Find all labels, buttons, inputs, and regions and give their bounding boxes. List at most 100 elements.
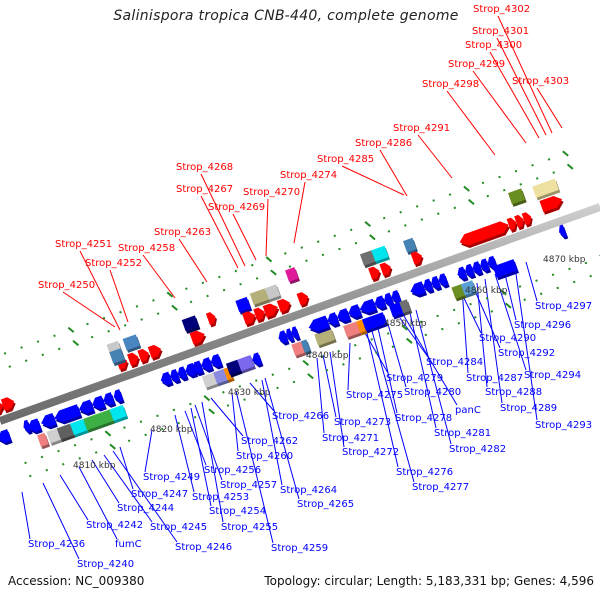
forward-gene[interactable] bbox=[189, 330, 207, 348]
gene-body[interactable] bbox=[191, 360, 204, 374]
gene-label-reverse[interactable]: Strop_4287 bbox=[466, 373, 523, 384]
gene-body[interactable] bbox=[459, 225, 494, 246]
gene-body[interactable] bbox=[399, 299, 411, 314]
gene-body[interactable] bbox=[361, 312, 387, 331]
gene-label-reverse[interactable]: Strop_4244 bbox=[117, 503, 174, 514]
gene-body[interactable] bbox=[403, 237, 417, 253]
gene-body[interactable] bbox=[451, 284, 465, 299]
gene-body[interactable] bbox=[327, 312, 339, 326]
gene-label-reverse[interactable]: Strop_4277 bbox=[412, 482, 469, 493]
gene-body[interactable] bbox=[539, 195, 563, 213]
gene-body[interactable] bbox=[249, 288, 269, 306]
gene-label-reverse[interactable]: Strop_4256 bbox=[204, 465, 261, 476]
gene-label-reverse[interactable]: Strop_4254 bbox=[209, 506, 266, 517]
gene-body[interactable] bbox=[92, 395, 106, 410]
gene-label-reverse[interactable]: Strop_4290 bbox=[479, 333, 536, 344]
gene-label-forward[interactable]: Strop_4299 bbox=[448, 59, 505, 70]
gene-body[interactable] bbox=[113, 389, 124, 402]
gene-label-reverse[interactable]: Strop_4284 bbox=[426, 357, 483, 368]
reverse-gene[interactable] bbox=[113, 389, 125, 405]
reverse-gene[interactable] bbox=[343, 321, 362, 341]
gene-body[interactable] bbox=[0, 401, 4, 415]
reverse-gene[interactable] bbox=[431, 275, 443, 292]
gene-label-reverse[interactable]: Strop_4271 bbox=[322, 433, 379, 444]
gene-body[interactable] bbox=[532, 178, 559, 198]
gene-body[interactable] bbox=[27, 418, 42, 432]
gene-body[interactable] bbox=[492, 259, 518, 278]
gene-body[interactable] bbox=[235, 296, 251, 313]
gene-body[interactable] bbox=[343, 321, 361, 338]
reverse-gene[interactable] bbox=[361, 312, 389, 334]
reverse-gene[interactable] bbox=[191, 360, 205, 377]
gene-body[interactable] bbox=[368, 266, 380, 280]
gene-label-reverse[interactable]: Strop_4288 bbox=[485, 387, 542, 398]
gene-label-reverse[interactable]: Strop_4257 bbox=[220, 480, 277, 491]
gene-body[interactable] bbox=[252, 352, 262, 366]
forward-gene[interactable] bbox=[532, 178, 561, 201]
reverse-gene[interactable] bbox=[423, 278, 435, 294]
gene-body[interactable] bbox=[181, 315, 199, 332]
gene-body[interactable] bbox=[285, 267, 299, 282]
reverse-gene[interactable] bbox=[201, 372, 219, 391]
reverse-gene[interactable] bbox=[0, 429, 13, 446]
reverse-gene[interactable] bbox=[374, 295, 388, 312]
gene-body[interactable] bbox=[296, 292, 309, 306]
gene-body[interactable] bbox=[54, 404, 81, 422]
reverse-gene[interactable] bbox=[109, 404, 129, 424]
gene-body[interactable] bbox=[170, 368, 180, 382]
reverse-gene[interactable] bbox=[348, 304, 364, 321]
gene-body[interactable] bbox=[359, 250, 376, 266]
reverse-gene[interactable] bbox=[160, 371, 174, 388]
gene-label-forward[interactable]: Strop_4301 bbox=[472, 26, 529, 37]
gene-body[interactable] bbox=[374, 295, 387, 309]
gene-body[interactable] bbox=[480, 258, 490, 272]
forward-gene[interactable] bbox=[262, 303, 280, 320]
reverse-gene[interactable] bbox=[56, 423, 76, 443]
gene-body[interactable] bbox=[472, 261, 483, 274]
gene-body[interactable] bbox=[336, 308, 351, 322]
forward-gene[interactable] bbox=[0, 397, 16, 414]
gene-body[interactable] bbox=[521, 212, 532, 226]
reverse-gene[interactable] bbox=[460, 280, 478, 299]
gene-label-forward[interactable]: Strop_4269 bbox=[208, 202, 265, 213]
gene-label-reverse[interactable]: Strop_4297 bbox=[535, 301, 592, 312]
reverse-gene[interactable] bbox=[327, 312, 341, 328]
forward-gene[interactable] bbox=[410, 251, 424, 268]
forward-gene[interactable] bbox=[276, 298, 292, 315]
reverse-gene[interactable] bbox=[492, 259, 519, 281]
gene-label-reverse[interactable]: Strop_4289 bbox=[500, 403, 557, 414]
forward-gene[interactable] bbox=[368, 266, 382, 283]
reverse-gene[interactable] bbox=[69, 418, 89, 438]
gene-body[interactable] bbox=[264, 284, 281, 300]
gene-label-reverse[interactable]: Strop_4278 bbox=[395, 413, 452, 424]
reverse-gene[interactable] bbox=[237, 355, 256, 374]
gene-label-reverse[interactable]: Strop_4249 bbox=[143, 472, 200, 483]
gene-body[interactable] bbox=[137, 348, 149, 363]
forward-gene[interactable] bbox=[514, 214, 526, 231]
gene-label-reverse[interactable]: Strop_4292 bbox=[498, 348, 555, 359]
reverse-gene[interactable] bbox=[78, 399, 96, 416]
forward-gene[interactable] bbox=[359, 250, 377, 269]
gene-label-reverse[interactable]: Strop_4266 bbox=[272, 411, 329, 422]
gene-label-forward[interactable]: Strop_4267 bbox=[176, 184, 233, 195]
reverse-gene[interactable] bbox=[300, 339, 312, 356]
forward-gene[interactable] bbox=[235, 296, 253, 315]
reverse-gene[interactable] bbox=[410, 281, 428, 298]
gene-label-reverse[interactable]: Strop_4242 bbox=[86, 520, 143, 531]
gene-label-forward[interactable]: Strop_4286 bbox=[355, 138, 412, 149]
gene-body[interactable] bbox=[177, 366, 188, 380]
forward-gene[interactable] bbox=[489, 221, 511, 239]
reverse-gene[interactable] bbox=[336, 308, 352, 325]
reverse-gene[interactable] bbox=[278, 330, 290, 346]
forward-gene[interactable] bbox=[122, 334, 142, 353]
reverse-gene[interactable] bbox=[356, 319, 368, 336]
reverse-gene[interactable] bbox=[27, 418, 43, 435]
reverse-gene[interactable] bbox=[201, 357, 215, 373]
reverse-gene[interactable] bbox=[223, 366, 235, 383]
gene-label-reverse[interactable]: Strop_4294 bbox=[524, 370, 581, 381]
gene-label-reverse[interactable]: Strop_4255 bbox=[221, 522, 278, 533]
gene-body[interactable] bbox=[69, 418, 88, 435]
gene-label-forward[interactable]: Strop_4300 bbox=[465, 40, 522, 51]
forward-gene[interactable] bbox=[371, 245, 390, 265]
